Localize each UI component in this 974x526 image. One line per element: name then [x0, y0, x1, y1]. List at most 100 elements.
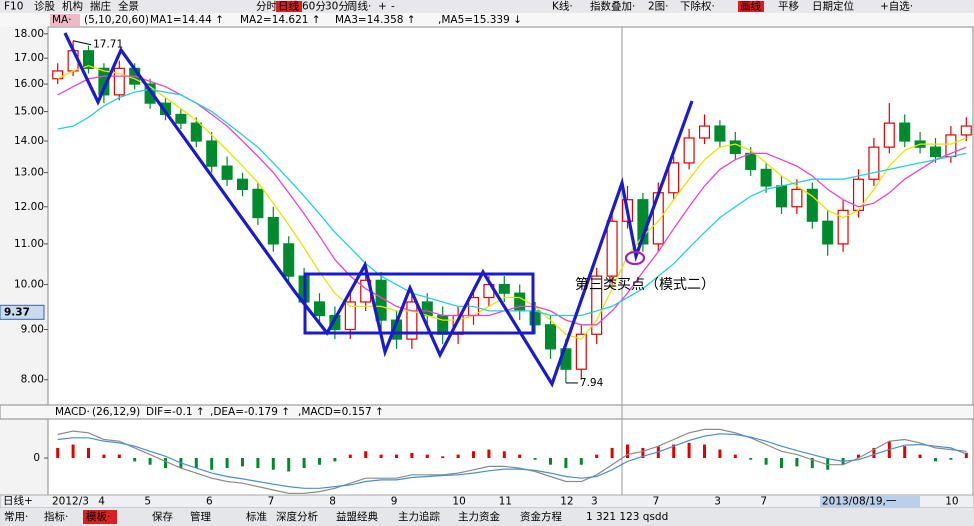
- candle-body: [236, 178, 249, 190]
- high-label: 17.71: [93, 39, 123, 51]
- toolbar-button[interactable]: K线·: [552, 0, 573, 13]
- x-tick-label: 10: [945, 496, 958, 508]
- candle-body: [514, 292, 526, 312]
- bottom-button[interactable]: 标准: [246, 511, 267, 523]
- low-label: 7.94: [580, 377, 604, 389]
- last-price-label: 9.37: [4, 306, 30, 318]
- toolbar-button[interactable]: 揣庄: [90, 0, 111, 13]
- toolbar-button[interactable]: 周线·: [347, 0, 371, 13]
- toolbar-button[interactable]: +自选·: [880, 0, 913, 13]
- bottom-button[interactable]: 模板·: [86, 510, 110, 523]
- ma-legend-bar: [0, 13, 974, 27]
- candle-body: [437, 314, 449, 335]
- toolbar-button[interactable]: 日线: [278, 0, 299, 13]
- y-tick-label: 15.00: [14, 106, 44, 118]
- x-tick-label: 12: [560, 496, 573, 508]
- legend-entry: DIF=-0.1 ↑: [146, 406, 205, 418]
- price-panel: [47, 26, 974, 406]
- macd-line: [57, 428, 967, 494]
- candle-body: [883, 122, 895, 148]
- candle-body: [929, 146, 942, 158]
- bottom-button[interactable]: 指标·: [44, 510, 68, 523]
- x-tick-label: 4: [98, 496, 105, 508]
- candle-body: [837, 209, 849, 245]
- buy-point-annotation: 第三类买点（模式二）: [575, 276, 715, 293]
- legend-entry: MA2=14.621 ↑: [240, 14, 321, 26]
- toolbar-button[interactable]: 全景: [118, 0, 139, 13]
- bottom-button[interactable]: 1 321 123 qsdd: [586, 511, 668, 523]
- bottom-button[interactable]: 主力资金: [458, 510, 500, 523]
- y-tick-label: 0: [33, 452, 40, 464]
- x-tick-label: 8: [329, 496, 336, 508]
- macd-panel: [47, 418, 974, 496]
- candle-body: [714, 125, 726, 142]
- candle-body: [544, 324, 557, 350]
- candle-body: [267, 216, 279, 245]
- x-axis-label: 日线+: [3, 494, 33, 507]
- candle-body: [283, 243, 295, 277]
- candle-body: [760, 168, 772, 187]
- x-tick-label: 2012/3: [52, 496, 89, 508]
- candle-body: [745, 152, 757, 170]
- y-tick-label: 9.00: [21, 323, 44, 335]
- y-tick-label: 14.00: [14, 135, 44, 147]
- toolbar-button[interactable]: 下除权·: [680, 0, 715, 13]
- candle-body: [82, 50, 95, 69]
- macd-params: (26,12,9): [92, 406, 140, 418]
- toolbar-button[interactable]: 诊股: [34, 0, 55, 13]
- y-axis-area: [0, 27, 48, 495]
- zigzag-line: [63, 32, 694, 388]
- toolbar-button[interactable]: 平移: [778, 0, 799, 13]
- toolbar-button[interactable]: F10: [4, 1, 23, 13]
- bottom-button[interactable]: 益盟经典: [336, 510, 378, 523]
- toolbar-button[interactable]: 2图·: [648, 1, 669, 13]
- last-price-box: [0, 304, 45, 320]
- bottom-button[interactable]: 主力追踪: [398, 510, 440, 523]
- toolbar-button[interactable]: 30分: [325, 1, 349, 13]
- candle-body: [206, 140, 218, 167]
- ma-line: [57, 65, 967, 340]
- x-tick-label: 7: [268, 496, 275, 508]
- bottom-button[interactable]: 深度分析: [276, 510, 318, 523]
- toolbar-button[interactable]: 60分: [302, 1, 326, 13]
- candle-body: [683, 137, 695, 164]
- y-tick-label: 16.00: [14, 78, 44, 90]
- bottom-button[interactable]: 常用·: [4, 510, 28, 523]
- candle-body: [729, 140, 741, 154]
- toolbar-button[interactable]: -: [391, 1, 395, 13]
- candle-body: [421, 301, 433, 317]
- toolbar-button[interactable]: 分时: [256, 1, 277, 13]
- candle-body: [113, 67, 125, 96]
- macd-line: [57, 433, 967, 489]
- toolbar-button[interactable]: +: [378, 1, 387, 13]
- candle-body: [98, 67, 110, 96]
- candle-body: [606, 220, 618, 277]
- consolidation-box: [303, 272, 535, 335]
- toolbar-button[interactable]: 日期定位: [812, 0, 854, 13]
- toolbar-button[interactable]: 指数叠加·: [590, 0, 635, 13]
- candle-body: [344, 301, 356, 331]
- candle-body: [668, 162, 680, 194]
- ma1-label: MA1=14.44 ↑: [150, 14, 224, 26]
- toolbar-selected: [738, 1, 764, 12]
- candle-body: [190, 122, 202, 142]
- toolbar-button[interactable]: 画线: [740, 0, 761, 13]
- x-tick-label: 9: [391, 496, 398, 508]
- x-tick-label: 10: [452, 496, 465, 508]
- toolbar-selected: [276, 1, 302, 12]
- candle-body: [868, 146, 880, 180]
- x-tick-label: 2013/08/19,一: [822, 496, 897, 508]
- ma-line: [57, 88, 967, 317]
- bottom-button[interactable]: 保存: [152, 510, 173, 523]
- bottom-button[interactable]: 资金方程: [520, 510, 562, 523]
- macd-title: MACD·: [55, 406, 90, 418]
- candle-body: [406, 301, 418, 340]
- y-tick-label: 17.00: [14, 52, 44, 64]
- toolbar-button[interactable]: 机构: [62, 0, 83, 13]
- bottom-button[interactable]: 管理: [190, 510, 211, 523]
- cursor-date-box: [820, 496, 920, 507]
- candle-body: [144, 83, 156, 104]
- candle-body: [221, 165, 233, 180]
